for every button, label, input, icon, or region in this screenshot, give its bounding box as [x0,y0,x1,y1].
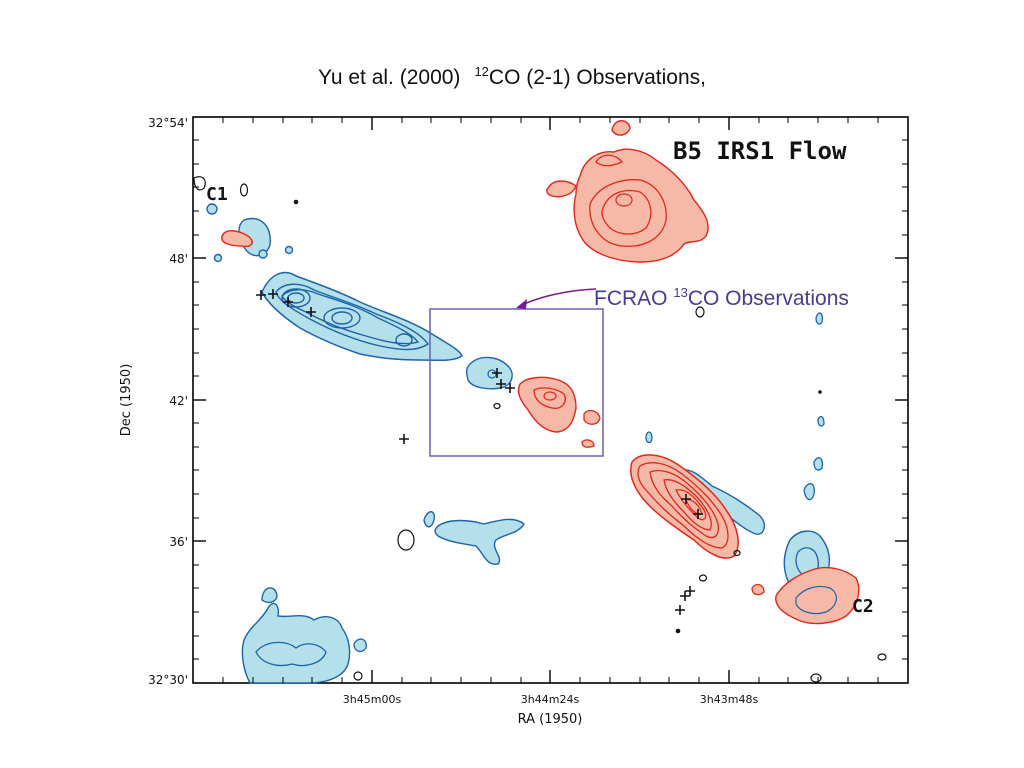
fcrao-region-box [429,308,604,457]
xtick-label-1: 3h45m00s [343,693,402,706]
axis-ticks [193,117,908,683]
annotation-suffix: CO Observations [687,287,849,310]
red-lobe-c1 [221,230,253,248]
plot-label: B5 IRS1 Flow [673,137,847,165]
xtick-label-2: 3h44m24s [521,693,580,706]
annotation-arrow [519,288,597,307]
title-prefix: Yu et al. (2000) [318,66,461,89]
x-axis-label: RA (1950) [518,712,583,727]
ytick-label-1: 32°54' [148,116,188,130]
slide-title: Yu et al. (2000) 12CO (2-1) Observations, [0,64,1024,90]
annotation-isotope: 13 [673,285,688,300]
axis-minor-ticks [193,117,908,683]
fcrao-annotation: FCRAO 13CO Observations [594,285,849,311]
ytick-label-3: 42' [169,394,188,408]
title-isotope: 12 [474,64,489,79]
annotation-prefix: FCRAO [594,287,674,310]
ytick-label-2: 48' [169,252,188,266]
blue-lobe-c1 [206,203,294,263]
red-lobe-north [546,120,709,263]
blue-lobe-main-jet [261,271,463,362]
c2-label: C2 [852,596,874,617]
ytick-label-5: 32°30' [148,673,188,687]
black-contours [193,176,887,683]
red-lobe-central [517,376,601,448]
blue-lobe-south [423,511,525,565]
ytick-label-4: 36' [169,535,188,549]
red-lobe-c2 [751,566,860,625]
xtick-label-3: 3h43m48s [700,693,759,706]
star-markers [256,199,822,634]
y-axis-label: Dec (1950) [119,364,134,437]
blue-lobe-bottom-left [241,587,367,684]
red-lobe-east-jet [630,454,739,559]
annotation-arrow-head [516,299,527,309]
c1-label: C1 [206,184,228,205]
title-suffix: CO (2-1) Observations, [488,66,706,89]
